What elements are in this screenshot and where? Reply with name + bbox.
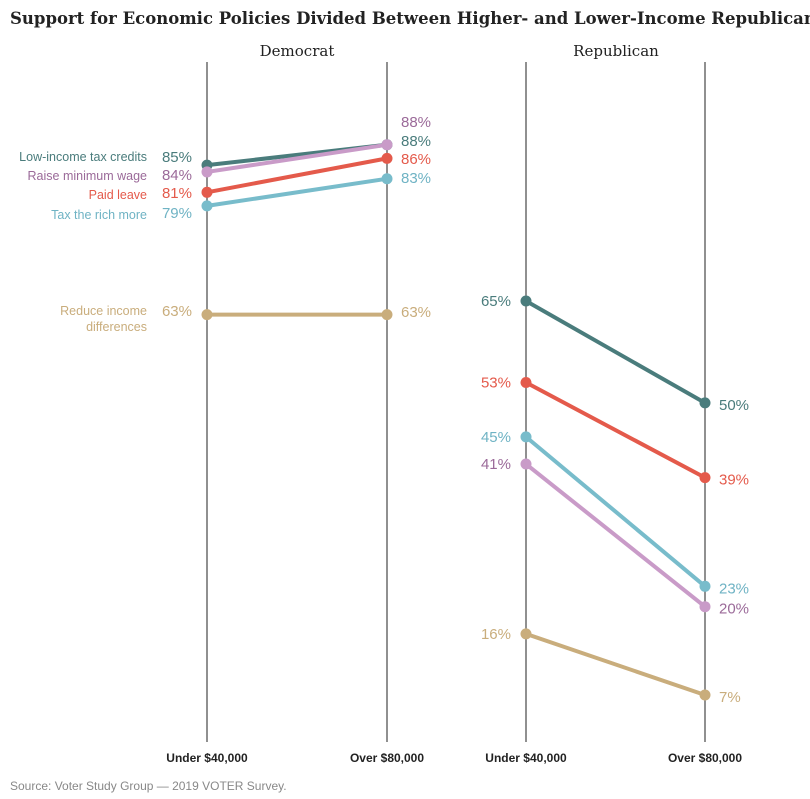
tick-label-republican-1: Over $80,000 — [668, 751, 742, 765]
data-point-raise-minimum-wage-0 — [520, 458, 532, 470]
panel-democrat: Democrat Under $40,000 Over $80,000 — [166, 42, 424, 765]
panel-title-republican: Republican — [573, 42, 659, 60]
data-label-dem-tax-the-rich-more-0: 79% — [162, 205, 192, 222]
data-label-rep-tax-the-rich-more-1: 23% — [719, 580, 749, 597]
tick-label-democrat-1: Over $80,000 — [350, 751, 424, 765]
data-label-rep-reduce-income-differences-1: 7% — [719, 689, 741, 706]
tick-label-democrat-0: Under $40,000 — [166, 751, 248, 765]
series-raise-minimum-wage-democrat — [201, 139, 393, 178]
data-label-rep-low-income-tax-credits-0: 65% — [481, 293, 511, 310]
data-label-rep-paid-leave-0: 53% — [481, 375, 511, 392]
series-name-reduce-income-differences-0: Reduce income — [60, 304, 147, 318]
series-line-paid-leave — [524, 380, 707, 480]
data-point-reduce-income-differences-0 — [520, 628, 532, 640]
data-point-raise-minimum-wage-1 — [381, 139, 393, 151]
data-label-rep-raise-minimum-wage-0: 41% — [481, 456, 511, 473]
data-label-rep-low-income-tax-credits-1: 50% — [719, 397, 749, 414]
series-line-paid-leave — [205, 156, 389, 195]
data-point-paid-leave-1 — [381, 152, 393, 164]
series-tax-the-rich-more-democrat — [201, 173, 393, 212]
data-label-dem-reduce-income-differences-1: 63% — [401, 304, 431, 321]
series-line-tax-the-rich-more — [205, 176, 389, 208]
panel-title-democrat: Democrat — [260, 42, 335, 60]
series-paid-leave-republican — [520, 377, 711, 484]
series-name-raise-minimum-wage-0: Raise minimum wage — [28, 169, 148, 183]
series-reduce-income-differences-republican — [520, 628, 711, 701]
series-name-tax-the-rich-more-0: Tax the rich more — [51, 208, 147, 222]
data-point-raise-minimum-wage-1 — [699, 601, 711, 613]
series-line-reduce-income-differences — [524, 631, 707, 697]
data-point-raise-minimum-wage-0 — [201, 166, 213, 178]
series-low-income-tax-credits-republican — [520, 295, 711, 409]
series-name-reduce-income-differences-1: differences — [86, 320, 147, 334]
data-labels: 85% 88% 84% 88% 81% 86% 79% 83% 63% 63% Low-income… — [19, 114, 749, 706]
chart-title: Support for Economic Policies Divided Be… — [10, 9, 810, 28]
data-point-low-income-tax-credits-0 — [520, 295, 532, 307]
data-label-dem-raise-minimum-wage-1: 88% — [401, 114, 431, 131]
tick-label-republican-0: Under $40,000 — [485, 751, 567, 765]
data-label-dem-low-income-tax-credits-1: 88% — [401, 133, 431, 150]
data-point-reduce-income-differences-1 — [699, 689, 711, 701]
data-label-dem-paid-leave-1: 86% — [401, 151, 431, 168]
data-label-dem-paid-leave-0: 81% — [162, 185, 192, 202]
data-label-rep-tax-the-rich-more-0: 45% — [481, 429, 511, 446]
series-reduce-income-differences-democrat — [201, 309, 393, 321]
data-label-dem-raise-minimum-wage-0: 84% — [162, 167, 192, 184]
panel-republican: Republican Under $40,000 Over $80,000 — [485, 42, 742, 765]
data-label-rep-reduce-income-differences-0: 16% — [481, 626, 511, 643]
series-line-raise-minimum-wage — [205, 142, 389, 174]
data-point-paid-leave-0 — [520, 377, 532, 389]
series-raise-minimum-wage-republican — [520, 458, 711, 613]
data-label-rep-paid-leave-1: 39% — [719, 472, 749, 489]
data-point-tax-the-rich-more-1 — [699, 580, 711, 592]
series-tax-the-rich-more-republican — [520, 431, 711, 592]
data-point-low-income-tax-credits-1 — [699, 397, 711, 409]
series-name-low-income-tax-credits-0: Low-income tax credits — [19, 150, 147, 164]
series-line-raise-minimum-wage — [524, 462, 707, 609]
data-point-tax-the-rich-more-0 — [520, 431, 532, 443]
series-paid-leave-democrat — [201, 152, 393, 198]
data-label-rep-raise-minimum-wage-1: 20% — [719, 601, 749, 618]
data-point-paid-leave-0 — [201, 186, 213, 198]
series-line-tax-the-rich-more — [524, 434, 707, 589]
data-point-paid-leave-1 — [699, 472, 711, 484]
data-point-reduce-income-differences-0 — [201, 309, 213, 321]
series-name-paid-leave-0: Paid leave — [89, 188, 147, 202]
data-label-dem-reduce-income-differences-0: 63% — [162, 303, 192, 320]
series-low-income-tax-credits-democrat — [201, 139, 393, 171]
data-point-reduce-income-differences-1 — [381, 309, 393, 321]
data-point-tax-the-rich-more-1 — [381, 173, 393, 185]
data-label-dem-low-income-tax-credits-0: 85% — [162, 149, 192, 166]
series-line-low-income-tax-credits — [524, 299, 707, 405]
source-note: Source: Voter Study Group — 2019 VOTER S… — [10, 779, 287, 793]
data-point-tax-the-rich-more-0 — [201, 200, 213, 212]
data-label-dem-tax-the-rich-more-1: 83% — [401, 170, 431, 187]
